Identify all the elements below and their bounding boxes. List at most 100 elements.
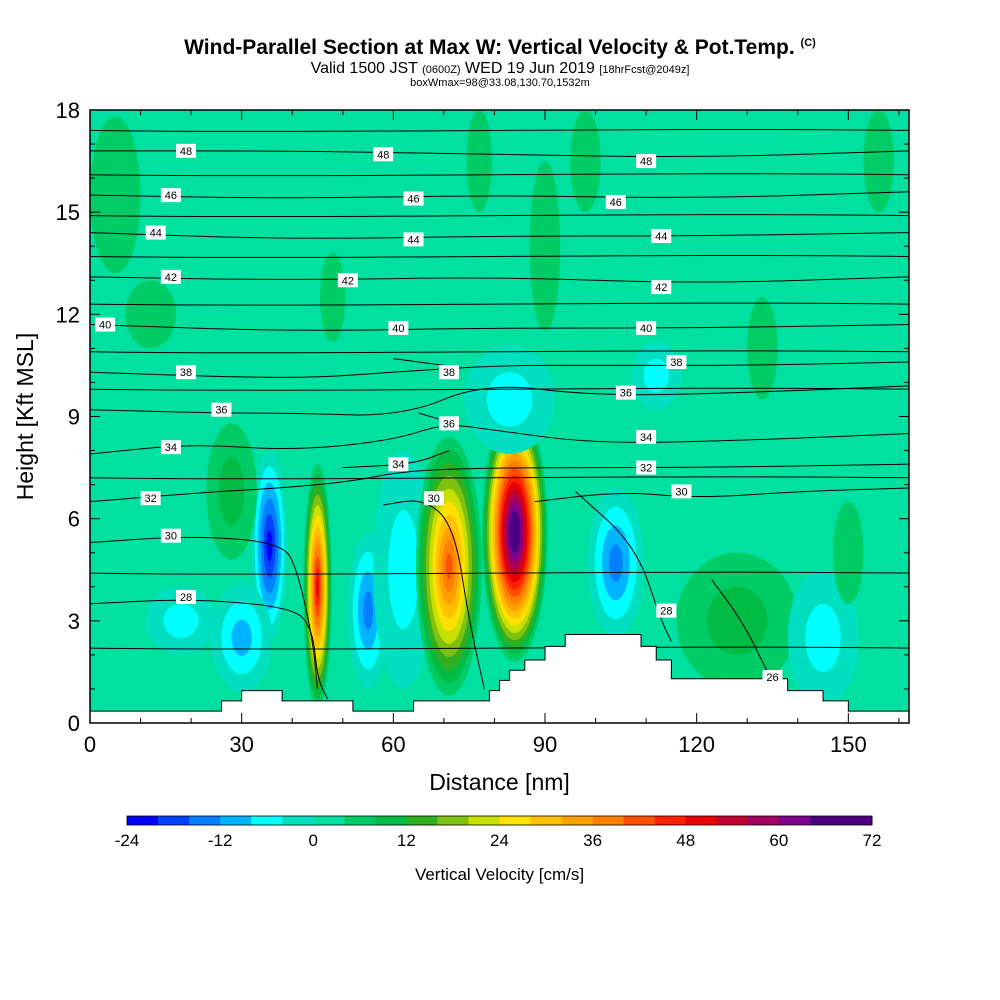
contour-label: 46 xyxy=(160,188,181,203)
colorbar-swatch xyxy=(313,816,345,825)
isentrope-line xyxy=(90,324,909,331)
contour-label: 28 xyxy=(176,589,197,604)
title-main: Wind-Parallel Section at Max W: Vertical… xyxy=(184,36,795,59)
isentrope-line xyxy=(90,599,329,700)
colorbar-swatch xyxy=(747,816,780,825)
velocity-cell xyxy=(570,110,601,213)
contour-label-text: 38 xyxy=(180,367,192,379)
velocity-cell xyxy=(416,436,482,696)
plot-area: 26 28 28 30 30 30 32 34 34 36 36 38 38 40 42 44 46 48 48 48… xyxy=(90,110,909,723)
contour-label-text: 30 xyxy=(428,493,440,505)
contour-label-text: 44 xyxy=(150,228,162,240)
x-tick-label: 90 xyxy=(533,732,557,757)
contour-label-box xyxy=(636,460,657,475)
contour-label-box xyxy=(438,365,459,380)
contour-label: 34 xyxy=(160,440,181,455)
contour-label-box xyxy=(403,191,424,206)
isentrope-line xyxy=(90,536,318,689)
contour-label-text: 34 xyxy=(640,432,652,444)
isentrope-line xyxy=(574,491,672,642)
velocity-band xyxy=(316,576,319,597)
colorbar-swatch xyxy=(251,816,283,825)
contour-label-text: 40 xyxy=(392,323,404,335)
velocity-band xyxy=(706,586,768,655)
velocity-band xyxy=(125,280,176,349)
subtitle-valid: Valid 1500 JST xyxy=(310,60,418,77)
contour-label: 30 xyxy=(423,491,444,506)
velocity-band xyxy=(320,253,346,342)
contour-label-text: 44 xyxy=(655,231,667,243)
contour-label-text: 46 xyxy=(407,194,419,206)
y-tick-label: 18 xyxy=(56,98,80,123)
velocity-cell xyxy=(303,464,332,710)
contour-label-box xyxy=(373,147,394,162)
x-axis-title: Distance [nm] xyxy=(429,769,570,795)
contour-label-text: 42 xyxy=(655,282,667,294)
y-tick-label: 6 xyxy=(68,507,80,532)
contour-label: 26 xyxy=(762,670,783,685)
y-axis-title: Height [Kft MSL] xyxy=(12,333,38,500)
colorbar-swatch xyxy=(592,816,625,825)
colorbar-swatch xyxy=(499,816,532,825)
x-tick-label: 0 xyxy=(84,732,96,757)
colorbar-swatch xyxy=(561,816,594,825)
colorbar-swatch xyxy=(375,816,407,825)
velocity-cell xyxy=(320,253,346,342)
colorbar-swatch xyxy=(840,816,873,825)
colorbar-swatch xyxy=(220,816,252,825)
colorbar-swatch xyxy=(809,816,842,825)
contour-label-text: 44 xyxy=(407,234,419,246)
isentrope-line xyxy=(90,425,909,455)
isentrope-line xyxy=(90,302,909,306)
colorbar-swatch xyxy=(468,816,500,825)
contour-label-box xyxy=(651,229,672,244)
velocity-band xyxy=(163,603,199,638)
isentrope-line xyxy=(90,571,909,575)
contour-label: 36 xyxy=(211,402,232,417)
velocity-band xyxy=(388,510,419,630)
contour-label: 40 xyxy=(95,317,116,332)
contour-label: 36 xyxy=(438,416,459,431)
contour-label-text: 38 xyxy=(443,367,455,379)
contour-label-text: 46 xyxy=(165,190,177,202)
contour-label-box xyxy=(337,273,358,288)
velocity-cell xyxy=(145,586,217,655)
contour-label: 40 xyxy=(388,320,409,335)
contour-label: 46 xyxy=(605,194,626,209)
velocity-band xyxy=(363,591,374,631)
y-tick-label: 0 xyxy=(68,711,80,736)
colorbar-swatch xyxy=(158,816,190,825)
isentrope-line xyxy=(418,412,455,424)
contour-label-text: 32 xyxy=(640,463,652,475)
contour-label-box xyxy=(176,143,197,158)
contour-label-box xyxy=(388,320,409,335)
contour-label: 38 xyxy=(438,365,459,380)
isentrope-line xyxy=(90,385,909,416)
x-tick-label: 30 xyxy=(229,732,253,757)
contour-label: 38 xyxy=(176,365,197,380)
velocity-cell xyxy=(464,344,556,454)
contour-label: 34 xyxy=(636,429,657,444)
contour-label-box xyxy=(423,491,444,506)
chart-subtitle: Valid 1500 JST (0600Z) WED 19 Jun 2019 [… xyxy=(0,60,1000,78)
velocity-cell xyxy=(251,450,288,642)
isentrope-line xyxy=(90,463,909,503)
velocity-cell xyxy=(747,297,778,400)
isentrope-line xyxy=(90,173,909,177)
colorbar-swatch xyxy=(282,816,314,825)
colorbar-tick-label: 60 xyxy=(769,831,788,850)
x-tick-label: 120 xyxy=(678,732,715,757)
colorbar-swatch xyxy=(437,816,469,825)
velocity-cell xyxy=(529,161,561,332)
contour-label-text: 28 xyxy=(660,606,672,618)
velocity-band xyxy=(266,530,273,562)
contour-label-text: 40 xyxy=(99,320,111,332)
velocity-band xyxy=(747,297,778,400)
velocity-cell xyxy=(630,341,682,410)
contour-label: 48 xyxy=(636,154,657,169)
velocity-band xyxy=(529,161,561,332)
contour-label-text: 34 xyxy=(165,442,177,454)
contour-label: 44 xyxy=(145,225,166,240)
contour-label-box xyxy=(605,194,626,209)
